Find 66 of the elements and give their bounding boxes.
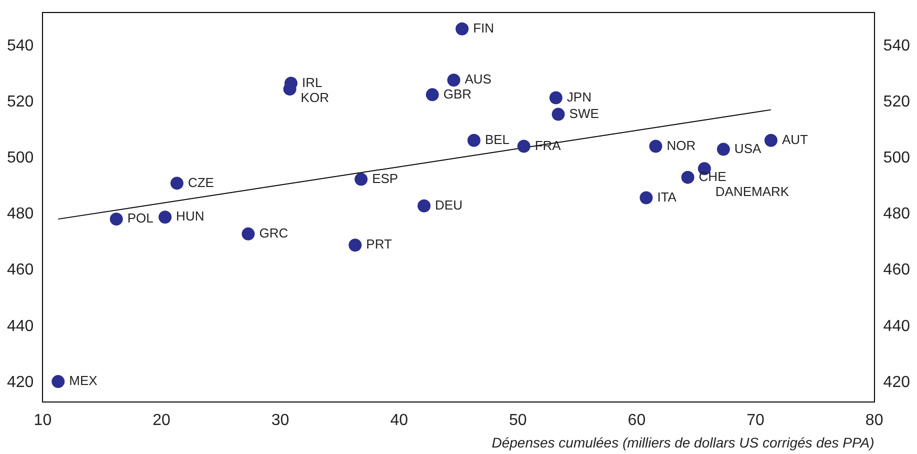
point <box>170 176 184 190</box>
point <box>549 91 562 104</box>
point <box>456 22 469 36</box>
point <box>52 375 65 388</box>
y2-tick-label: 440 <box>883 318 910 335</box>
data-label: AUS <box>464 72 492 87</box>
y2-tick-label: 420 <box>883 374 910 391</box>
point <box>681 170 694 184</box>
y2-tick-label: 480 <box>883 206 910 223</box>
point <box>552 108 565 121</box>
point <box>640 191 653 204</box>
data-label: KOR <box>300 90 329 105</box>
point <box>764 134 778 147</box>
x-tick-label: 30 <box>271 412 290 430</box>
data-label: CHE <box>698 168 727 184</box>
y2-tick-label: 540 <box>883 38 910 55</box>
x-tick-label: 70 <box>746 412 765 430</box>
data-label: BEL <box>484 132 510 147</box>
data-label: CZE <box>188 174 214 190</box>
y-tick-label: 540 <box>6 38 34 55</box>
x-tick-label: 20 <box>152 412 170 430</box>
data-label: HUN <box>176 208 204 224</box>
data-label: MEX <box>69 373 98 388</box>
data-label: SWE <box>569 106 600 121</box>
x-tick-label: 10 <box>34 412 52 430</box>
data-label: ESP <box>372 170 398 186</box>
data-label: DANEMARK <box>715 184 790 199</box>
point <box>716 142 730 156</box>
x-tick-label: 50 <box>509 412 527 430</box>
y-tick-label: 460 <box>6 262 34 279</box>
x-tick-label: 40 <box>390 412 408 430</box>
point <box>354 172 368 186</box>
data-label: FIN <box>473 20 494 36</box>
point <box>158 210 172 224</box>
point <box>517 140 530 153</box>
data-label: IRL <box>302 74 322 90</box>
point <box>110 212 123 226</box>
point <box>348 238 362 252</box>
data-label: POL <box>127 210 154 226</box>
data-label: USA <box>734 140 762 156</box>
data-label: DEU <box>435 197 462 212</box>
data-label: GRC <box>259 225 288 240</box>
y2-tick-label: 460 <box>883 262 910 279</box>
data-label: AUT <box>782 132 808 147</box>
data-label: GBR <box>443 86 472 102</box>
point <box>242 227 255 240</box>
data-label: JPN <box>566 89 592 104</box>
data-label: PRT <box>366 236 392 252</box>
y-tick-label: 480 <box>6 206 34 223</box>
point <box>447 74 460 87</box>
y-tick-label: 440 <box>6 318 34 335</box>
y-tick-label: 500 <box>6 150 34 167</box>
y-tick-label: 420 <box>6 374 34 391</box>
point <box>418 199 431 212</box>
data-label: ITA <box>657 189 677 204</box>
y2-tick-label: 520 <box>883 94 910 111</box>
point <box>467 134 480 147</box>
point <box>649 140 662 153</box>
x-tick-label: 80 <box>865 412 884 430</box>
point <box>283 82 296 96</box>
y2-tick-label: 500 <box>883 150 910 167</box>
x-axis-title: Dépenses cumulées (milliers de dollars US corrigés des PPA) <box>492 434 874 450</box>
point <box>426 88 439 102</box>
y-tick-label: 520 <box>6 94 34 111</box>
data-label: NOR <box>666 138 696 153</box>
x-tick-label: 60 <box>628 412 646 430</box>
